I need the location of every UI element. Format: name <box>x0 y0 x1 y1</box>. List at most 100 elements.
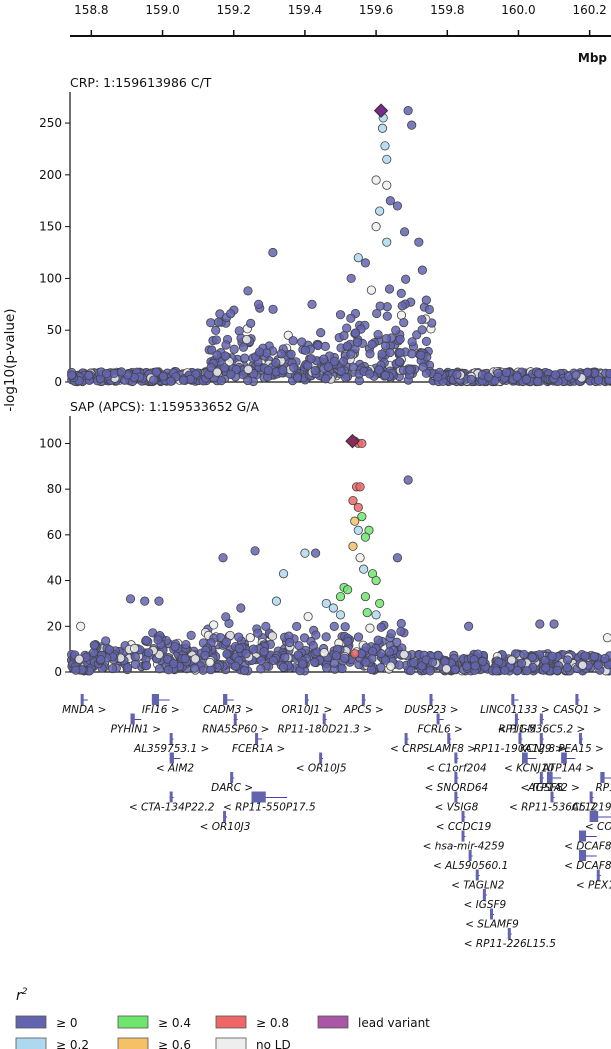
variant-point <box>392 553 403 563</box>
gene: < IGSF8 <box>520 772 564 794</box>
legend-item: lead variant <box>317 1015 430 1030</box>
variant-point <box>386 661 396 671</box>
variant-point <box>357 511 367 522</box>
variant-point <box>285 637 295 648</box>
gene: SLAMF8 > <box>422 733 476 755</box>
gene-exon <box>578 733 582 744</box>
variant-point <box>355 482 365 492</box>
variant-point <box>373 330 383 340</box>
legend-item: ≥ 0 <box>15 1015 78 1030</box>
gene: LINC01133 > <box>480 694 550 716</box>
variant-point <box>303 611 313 622</box>
variant-point <box>346 313 356 323</box>
gene-label: FCRL6 > <box>417 724 462 736</box>
variant-point <box>101 636 111 646</box>
variant-point <box>170 642 180 652</box>
variant-point <box>76 621 86 631</box>
variant-point <box>168 659 179 669</box>
legend-label: ≥ 0.2 <box>56 1038 89 1049</box>
gene: < AL590560.1 <box>433 850 508 872</box>
variant-point <box>323 362 333 372</box>
variant-point <box>384 647 394 657</box>
y-axis-tick-label: 200 <box>39 168 62 182</box>
gene: < SLAMF9 <box>465 908 519 931</box>
variant-point <box>395 348 405 358</box>
gene-label: < CCDC19 <box>436 821 492 833</box>
gene-label: RP11-536C5.2 > <box>498 724 585 736</box>
variant-point <box>243 375 253 386</box>
variant-point <box>236 603 246 613</box>
variant-point <box>366 285 376 295</box>
gene-exon <box>454 772 458 783</box>
gene: FCER1A > <box>232 733 285 755</box>
variant-point <box>339 331 349 341</box>
gene-label: SLAMF8 > <box>422 743 476 755</box>
variant-point <box>205 657 215 668</box>
variant-point <box>190 654 200 664</box>
y-axis-tick-label: 20 <box>47 619 62 633</box>
variant-point <box>470 661 480 671</box>
gene-label: CASQ1 > <box>553 704 601 716</box>
legend-label: ≥ 0.8 <box>256 1016 289 1030</box>
legend-swatch <box>215 1015 247 1029</box>
legend-swatch <box>117 1037 149 1049</box>
gene: < RP11-536C5.7 <box>509 791 596 814</box>
y-axis-tick-label: 80 <box>47 482 62 496</box>
variant-point <box>89 640 99 650</box>
variant-point <box>527 652 537 662</box>
top-axis-tick-label: 160.2 <box>572 3 606 17</box>
variant-point <box>321 598 331 609</box>
gene: < C1orf204 <box>426 752 487 775</box>
top-axis-tick-label: 159.0 <box>145 3 179 17</box>
variant-point <box>357 438 367 449</box>
gene: RP11-190A12.8 > <box>474 733 567 755</box>
gene: DUSP23 > <box>404 694 459 716</box>
gene-label: ATP1A4 > <box>541 763 594 775</box>
variant-point <box>206 318 216 328</box>
gene-exon <box>550 791 554 803</box>
top-x-axis: 158.8 159.0 159.2 159.4 159.6 159.8 160.0 160.2 <box>70 3 611 37</box>
variant-point <box>178 375 189 385</box>
scatter-points <box>66 436 611 676</box>
gene: < PEX19 <box>576 869 611 892</box>
variant-point <box>337 663 347 674</box>
variant-point <box>421 295 431 305</box>
gene-exon <box>489 908 493 920</box>
variant-point <box>254 347 265 357</box>
legend-label: lead variant <box>358 1016 430 1030</box>
gene-label: ATP1A2 > <box>527 782 580 794</box>
gene-label: < SLAMF9 <box>465 919 519 931</box>
variant-point <box>316 327 326 338</box>
variant-point <box>399 227 410 237</box>
gene-label: MNDA > <box>62 704 106 716</box>
gene: < DCAF8 <box>564 830 611 853</box>
variant-point <box>234 643 244 654</box>
variant-point <box>298 659 308 669</box>
gene-label: APCS > <box>343 704 384 716</box>
legend-item: ≥ 0.8 <box>215 1015 289 1030</box>
gene-exon <box>169 791 173 803</box>
variant-point <box>365 369 375 379</box>
gene-exon <box>255 733 259 744</box>
gene-exon <box>575 694 579 705</box>
gene: AL1219 <box>571 791 611 814</box>
variant-point <box>350 328 361 338</box>
variant-point <box>533 368 544 379</box>
legend-swatch <box>317 1015 349 1029</box>
variant-point <box>292 621 302 632</box>
variant-point <box>433 372 443 382</box>
variant-point <box>361 657 371 667</box>
variant-point <box>158 371 168 381</box>
gene-exon <box>251 791 266 803</box>
gene-label: < PIGM <box>498 724 537 736</box>
variant-point <box>229 344 239 354</box>
gene-label: PEA15 > <box>558 743 604 755</box>
variant-point <box>353 525 363 535</box>
variant-point <box>493 368 503 378</box>
y-axis-tick-label: 0 <box>54 375 62 389</box>
variant-point <box>501 367 512 378</box>
gene: < PIGM <box>498 713 537 736</box>
gene: KCNJ9 > <box>520 733 564 755</box>
variant-point <box>396 618 406 629</box>
